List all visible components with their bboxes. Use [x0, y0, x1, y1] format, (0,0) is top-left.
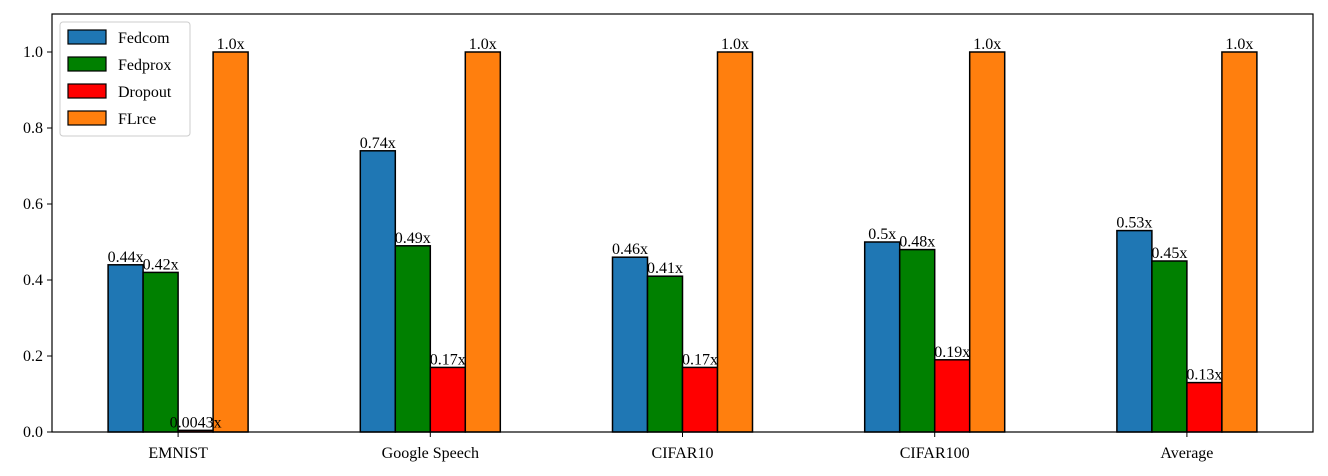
bar-label-dropout-4: 0.13x — [1186, 367, 1222, 384]
legend: Fedcom Fedprox Dropout FLrce — [59, 21, 191, 137]
plot-frame — [51, 13, 1314, 433]
bar-label-fedcom-4: 0.53x — [1116, 215, 1152, 232]
bar-labels: 0.44x 0.42x 0.0043x 1.0x 0.74x 0.49x 0.17x 1.0x… — [108, 36, 1254, 431]
bar-label-fedprox-0: 0.42x — [143, 256, 179, 273]
bar-label-fedprox-1: 0.49x — [395, 230, 431, 247]
bar-flrce-2 — [716, 51, 754, 433]
legend-label-dropout: Dropout — [118, 84, 172, 101]
bar-label-flrce-4: 1.0x — [1225, 36, 1253, 53]
y-tick-label-0: 0.0 — [23, 424, 43, 441]
bar-label-fedprox-2: 0.41x — [647, 260, 683, 277]
legend-label-fedcom: Fedcom — [118, 30, 170, 47]
y-axis: 0.0 0.2 0.4 0.6 0.8 1.0 — [23, 13, 1314, 441]
bar-dropout-3 — [933, 359, 971, 433]
bar-label-dropout-0: 0.0043x — [170, 414, 222, 431]
y-tick-label-3: 0.6 — [23, 196, 43, 213]
bar-label-dropout-3: 0.19x — [934, 344, 970, 361]
bar-fedprox-2 — [646, 275, 684, 433]
legend-label-fedprox: Fedprox — [118, 57, 171, 74]
y-tick-label-2: 0.4 — [23, 272, 43, 289]
bar-fedcom-1 — [359, 150, 397, 433]
x-tick-label-3: CIFAR100 — [900, 445, 970, 462]
x-tick-label-1: Google Speech — [382, 445, 479, 462]
legend-swatch-dropout — [67, 83, 107, 99]
bar-fedprox-0 — [142, 271, 179, 433]
bar-label-flrce-2: 1.0x — [721, 36, 749, 53]
bar-label-flrce-1: 1.0x — [469, 36, 497, 53]
bar-fedcom-2 — [611, 256, 649, 433]
bar-dropout-4 — [1186, 381, 1223, 433]
legend-label-flrce: FLrce — [118, 111, 156, 128]
y-tick-label-1: 0.2 — [23, 348, 43, 365]
bar-flrce-3 — [968, 51, 1006, 433]
bar-fedprox-3 — [898, 248, 936, 433]
bar-flrce-0 — [212, 51, 249, 433]
legend-swatch-fedprox — [67, 56, 107, 72]
bar-label-dropout-2: 0.17x — [682, 351, 718, 368]
bar-label-fedcom-0: 0.44x — [108, 249, 144, 266]
bar-label-fedcom-1: 0.74x — [360, 135, 396, 152]
legend-swatch-fedcom — [67, 29, 107, 45]
bar-fedcom-0 — [107, 264, 144, 433]
bar-label-fedcom-3: 0.5x — [868, 226, 896, 243]
bar-dropout-2 — [681, 366, 719, 433]
x-axis: EMNIST Google Speech CIFAR10 CIFAR100 Averag… — [148, 432, 1213, 462]
plot-area — [107, 51, 1258, 433]
x-tick-label-4: Average — [1160, 445, 1213, 462]
bar-fedprox-4 — [1151, 260, 1188, 433]
x-tick-label-0: EMNIST — [148, 445, 208, 462]
y-tick-label-4: 0.8 — [23, 120, 43, 137]
bar-label-dropout-1: 0.17x — [430, 351, 466, 368]
bar-fedcom-3 — [863, 241, 901, 433]
bar-dropout-1 — [429, 366, 467, 433]
legend-box — [59, 21, 191, 137]
bar-label-fedprox-4: 0.45x — [1151, 245, 1187, 262]
bar-label-fedcom-2: 0.46x — [612, 241, 648, 258]
y-tick-label-5: 1.0 — [23, 44, 43, 61]
bar-label-flrce-0: 1.0x — [217, 36, 245, 53]
bar-label-flrce-3: 1.0x — [973, 36, 1001, 53]
legend-swatch-flrce — [67, 110, 107, 126]
bar-fedprox-1 — [394, 245, 432, 433]
bar-label-fedprox-3: 0.48x — [899, 234, 935, 251]
x-tick-label-2: CIFAR10 — [652, 445, 714, 462]
bar-fedcom-4 — [1116, 229, 1153, 433]
bar-flrce-1 — [464, 51, 502, 433]
bar-flrce-4 — [1221, 51, 1258, 433]
